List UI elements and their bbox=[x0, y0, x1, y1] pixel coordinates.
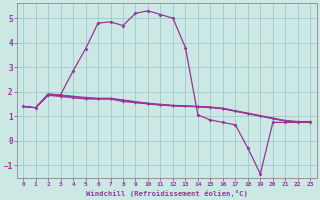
X-axis label: Windchill (Refroidissement éolien,°C): Windchill (Refroidissement éolien,°C) bbox=[86, 190, 248, 197]
